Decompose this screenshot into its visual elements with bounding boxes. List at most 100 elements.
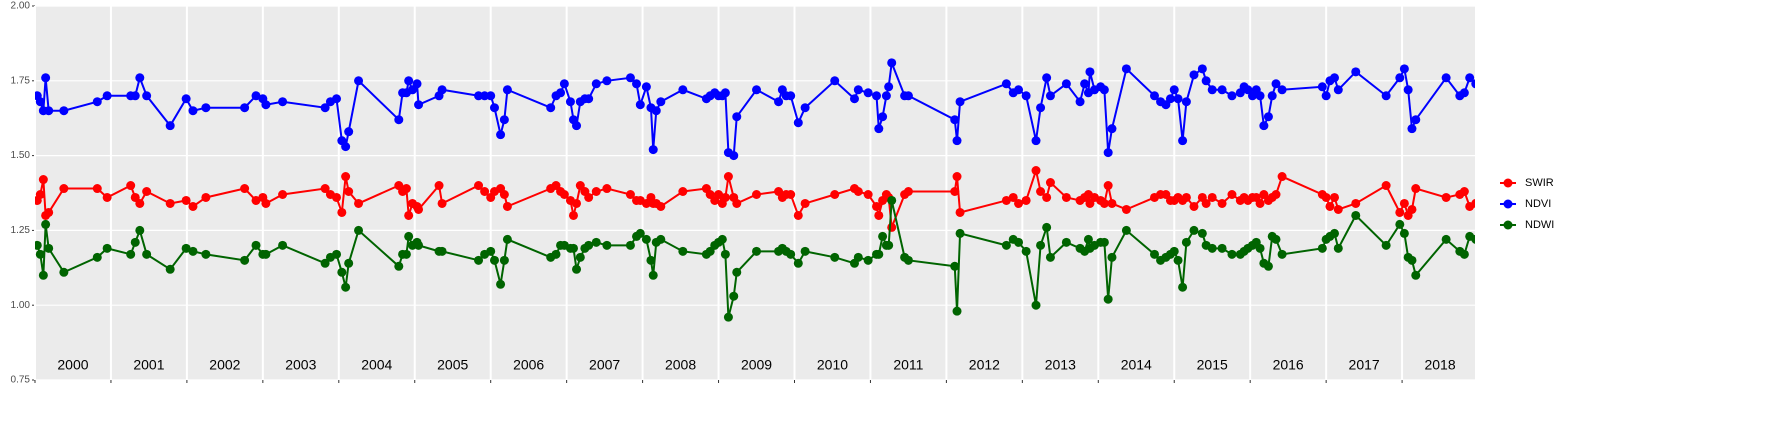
- data-point: [332, 249, 342, 259]
- data-point: [1317, 82, 1327, 92]
- data-point: [320, 103, 330, 113]
- data-point: [1075, 97, 1085, 107]
- data-point: [1207, 243, 1217, 253]
- year-label: 2013: [1045, 357, 1076, 373]
- data-point: [884, 240, 894, 250]
- data-point: [354, 198, 364, 208]
- data-point: [1197, 64, 1207, 74]
- data-point: [126, 249, 136, 259]
- data-point: [437, 246, 447, 256]
- data-point: [874, 210, 884, 220]
- data-point: [337, 207, 347, 217]
- data-point: [44, 106, 54, 116]
- data-point: [1411, 184, 1421, 194]
- data-point: [496, 279, 506, 289]
- data-point: [955, 207, 965, 217]
- data-point: [1351, 210, 1361, 220]
- data-point: [551, 249, 561, 259]
- data-point: [559, 189, 569, 199]
- data-point: [41, 219, 51, 229]
- data-point: [1381, 181, 1391, 191]
- data-point: [874, 249, 884, 259]
- data-point: [584, 94, 594, 104]
- data-point: [952, 136, 962, 146]
- data-point: [853, 85, 863, 95]
- data-point: [1441, 73, 1451, 83]
- data-point: [830, 76, 840, 86]
- data-point: [872, 91, 882, 101]
- data-point: [337, 267, 347, 277]
- data-point: [1207, 85, 1217, 95]
- data-point: [1441, 234, 1451, 244]
- data-point: [354, 76, 364, 86]
- data-point: [729, 151, 739, 161]
- data-point: [102, 192, 112, 202]
- data-point: [863, 255, 873, 265]
- data-point: [1014, 237, 1024, 247]
- data-point: [678, 85, 688, 95]
- data-point: [656, 234, 666, 244]
- data-point: [394, 115, 404, 125]
- data-point: [278, 97, 288, 107]
- data-point: [278, 240, 288, 250]
- data-point: [568, 210, 578, 220]
- data-point: [1031, 300, 1041, 310]
- data-point: [1351, 198, 1361, 208]
- y-tick-label: 1.00: [11, 300, 31, 311]
- data-point: [502, 201, 512, 211]
- data-point: [1173, 94, 1183, 104]
- data-point: [404, 231, 414, 241]
- data-point: [1395, 219, 1405, 229]
- data-point: [1259, 121, 1269, 131]
- y-tick-label: 1.50: [11, 150, 31, 161]
- data-point: [874, 124, 884, 134]
- legend-label: NDWI: [1525, 219, 1554, 231]
- data-point: [732, 198, 742, 208]
- data-point: [261, 100, 271, 110]
- data-point: [1181, 97, 1191, 107]
- data-point: [480, 187, 490, 197]
- data-point: [434, 181, 444, 191]
- y-tick-label: 0.75: [11, 375, 31, 386]
- data-point: [59, 106, 69, 116]
- data-point: [394, 261, 404, 271]
- data-point: [401, 249, 411, 259]
- data-point: [35, 249, 45, 259]
- year-label: 2012: [969, 357, 1000, 373]
- data-point: [165, 121, 175, 131]
- legend-label: NDVI: [1525, 198, 1551, 210]
- data-point: [1169, 85, 1179, 95]
- data-point: [872, 201, 882, 211]
- data-point: [720, 192, 730, 202]
- data-point: [1471, 199, 1475, 208]
- plot-area: [35, 58, 1475, 322]
- data-point: [261, 198, 271, 208]
- data-point: [344, 127, 354, 137]
- data-point: [714, 189, 724, 199]
- data-point: [952, 306, 962, 316]
- data-point: [1103, 294, 1113, 304]
- data-point: [853, 187, 863, 197]
- data-point: [1107, 198, 1117, 208]
- year-label: 2002: [209, 357, 240, 373]
- data-point: [240, 184, 250, 194]
- data-point: [251, 195, 261, 205]
- data-point: [1021, 91, 1031, 101]
- data-point: [887, 222, 897, 232]
- data-point: [565, 97, 575, 107]
- data-point: [1351, 67, 1361, 77]
- data-point: [41, 73, 51, 83]
- legend-marker: [1503, 178, 1513, 188]
- data-point: [1083, 234, 1093, 244]
- legend-label: SWIR: [1525, 177, 1554, 189]
- data-point: [752, 189, 762, 199]
- data-point: [1181, 237, 1191, 247]
- data-point: [887, 58, 897, 68]
- data-point: [412, 79, 422, 89]
- year-label: 2018: [1424, 357, 1455, 373]
- data-point: [1399, 64, 1409, 74]
- data-point: [648, 270, 658, 280]
- data-point: [165, 264, 175, 274]
- data-point: [1001, 195, 1011, 205]
- data-point: [341, 172, 351, 182]
